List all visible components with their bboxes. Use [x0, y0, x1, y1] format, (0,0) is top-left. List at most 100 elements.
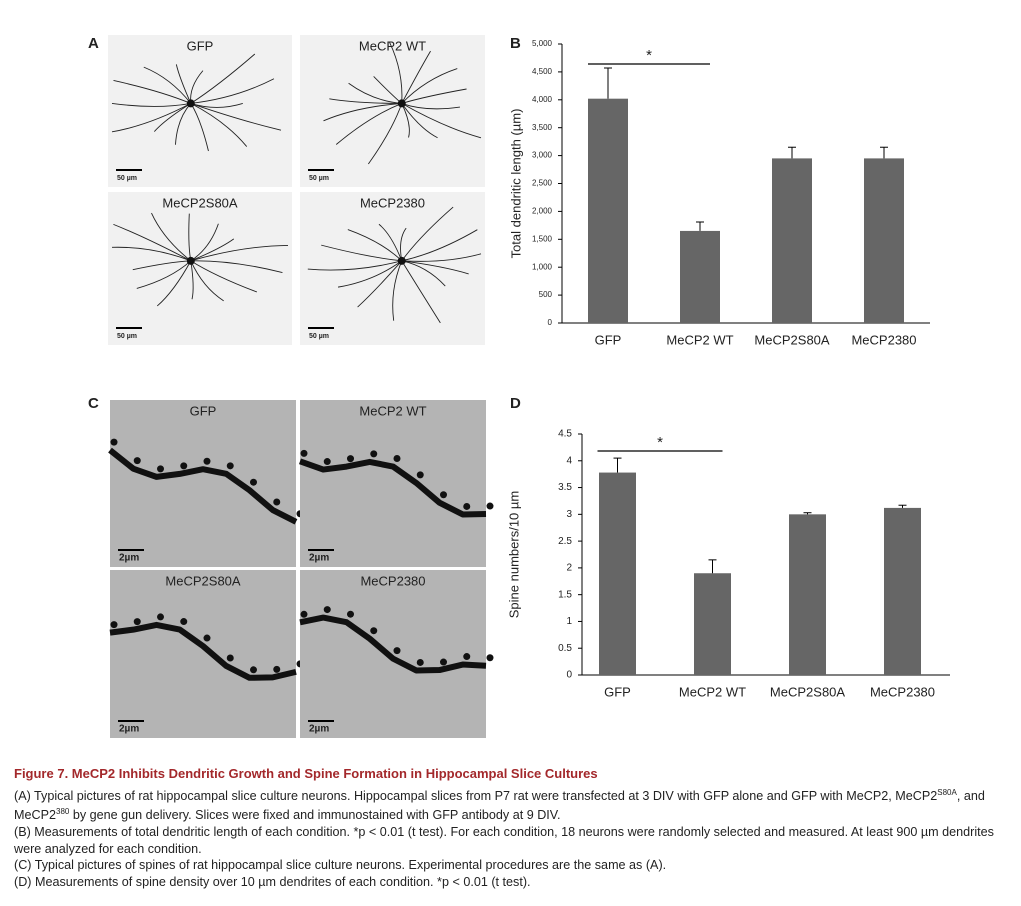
micrograph	[300, 35, 485, 187]
y-tick-label: 4.5	[558, 429, 572, 440]
dendrite	[190, 260, 224, 302]
image-label: MeCP2S80A	[162, 195, 237, 210]
x-tick-label: MeCP2380	[851, 332, 916, 347]
soma	[397, 256, 406, 265]
y-tick-label: 0.5	[558, 643, 572, 654]
y-tick-label: 2	[566, 563, 572, 574]
spine	[323, 458, 331, 466]
dendrite	[392, 260, 403, 321]
spine	[347, 455, 354, 463]
panel-letter: A	[88, 35, 99, 52]
image-label: MeCP2S80A	[165, 573, 240, 588]
bar	[694, 573, 731, 675]
spine	[180, 618, 188, 626]
dendrite	[299, 614, 487, 674]
spine	[486, 654, 494, 662]
y-tick-label: 2,000	[532, 207, 553, 216]
x-tick-label: GFP	[604, 684, 631, 699]
x-tick-label: MeCP2380	[870, 684, 935, 699]
dendrite	[401, 253, 482, 262]
spine	[440, 658, 447, 666]
bar	[772, 158, 812, 323]
figure: A GFP 50 µm MeCP2 WT 50 µm MeCP2S80A 50 µm MeCP…	[88, 35, 950, 738]
dendrite	[401, 102, 461, 110]
bar	[599, 472, 636, 675]
dendrite	[401, 206, 454, 262]
y-tick-label: 0	[566, 670, 572, 681]
dendrite	[337, 260, 403, 288]
y-tick-label: 2,500	[532, 179, 553, 188]
dendrite	[190, 53, 256, 104]
dendrite	[321, 244, 402, 262]
bar	[884, 507, 921, 675]
spine	[463, 502, 471, 510]
dendrite	[348, 82, 402, 104]
dendrite	[389, 42, 403, 104]
spine	[226, 654, 234, 662]
image-label: GFP	[187, 38, 214, 53]
dendrite	[175, 64, 192, 104]
scale-label: 50 µm	[309, 333, 329, 340]
y-tick-label: 2.5	[558, 536, 572, 547]
spine	[486, 502, 494, 510]
bar	[680, 230, 720, 323]
dendrite	[190, 78, 275, 104]
dendrite	[113, 80, 191, 104]
caption-title: Figure 7. MeCP2 Inhibits Dendritic Growt…	[14, 766, 598, 781]
dendrite	[136, 260, 192, 289]
caption-text: (A) Typical pictures of rat hippocampal …	[14, 788, 938, 803]
image-label: MeCP2 WT	[359, 38, 426, 53]
dendrite	[156, 260, 192, 307]
dendrite	[143, 66, 192, 104]
spine	[440, 491, 447, 499]
image-label: MeCP2380	[360, 573, 425, 588]
micrograph	[110, 400, 296, 567]
spine	[273, 665, 281, 673]
spine	[110, 621, 118, 629]
caption-paragraph: (C) Typical pictures of spines of rat hi…	[14, 858, 667, 873]
micrograph	[300, 570, 486, 738]
spine	[416, 471, 424, 479]
caption-paragraph: (A) Typical pictures of rat hippocampal …	[14, 785, 1014, 825]
dendrite	[401, 103, 438, 139]
y-tick-label: 3,000	[532, 151, 553, 160]
scale-label: 2µm	[309, 553, 329, 564]
scale-label: 2µm	[119, 724, 139, 735]
y-tick-label: 0	[548, 318, 553, 327]
panel-letter: C	[88, 395, 99, 412]
dendrite	[111, 246, 191, 262]
spine	[300, 610, 308, 618]
spine	[250, 666, 257, 674]
dendrite	[329, 98, 402, 104]
caption-text: by gene gun delivery. Slices were fixed …	[69, 808, 561, 823]
dendrite	[190, 102, 282, 131]
soma	[397, 99, 406, 108]
y-axis-label: Total dendritic length (µm)	[508, 109, 523, 259]
spine	[226, 462, 234, 470]
soma	[186, 256, 195, 265]
dendrite	[401, 68, 458, 104]
spine	[133, 618, 141, 626]
spine	[273, 498, 281, 506]
dendrite	[335, 102, 402, 145]
significance-mark: *	[657, 434, 663, 451]
dendrite	[153, 103, 192, 132]
dendrite	[151, 212, 192, 262]
spine	[203, 457, 211, 465]
image-label: GFP	[190, 403, 217, 418]
spine	[416, 658, 424, 666]
spine	[393, 455, 401, 463]
dendrite	[109, 621, 297, 681]
spine	[157, 613, 164, 621]
dendrite	[190, 238, 235, 262]
y-tick-label: 3	[566, 509, 572, 520]
dendrite	[401, 103, 482, 139]
micrograph	[300, 400, 486, 567]
spine	[323, 606, 331, 614]
spine	[370, 627, 378, 635]
y-tick-label: 1,500	[532, 234, 553, 243]
spine	[157, 465, 164, 473]
y-tick-label: 1	[566, 616, 572, 627]
caption-text: , and MeCP2	[14, 788, 985, 823]
